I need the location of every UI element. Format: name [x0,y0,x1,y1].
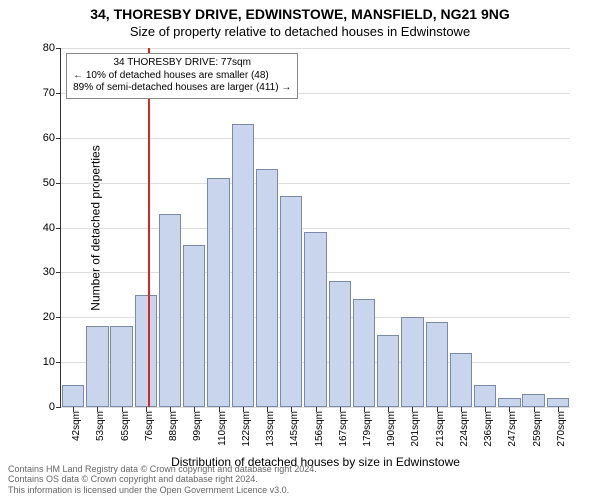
x-tick-label: 259sqm [532,411,543,447]
histogram-bar [280,196,302,407]
grid-line [61,138,570,139]
x-tick-label: 65sqm [120,411,131,441]
histogram-bar [62,385,84,407]
histogram-bar [474,385,496,407]
annotation-box: 34 THORESBY DRIVE: 77sqm← 10% of detache… [66,53,298,99]
y-tick-mark [56,48,61,49]
y-tick-mark [56,138,61,139]
histogram-bar [232,124,254,407]
x-tick-mark [97,407,98,412]
x-tick-mark [388,407,389,412]
x-tick-label: 236sqm [483,411,494,447]
x-tick-mark [364,407,365,412]
x-tick-mark [485,407,486,412]
x-tick-label: 133sqm [265,411,276,447]
footer-line: This information is licensed under the O… [8,485,317,496]
y-tick-label: 10 [43,356,55,368]
y-tick-label: 50 [43,177,55,189]
annotation-line: 89% of semi-detached houses are larger (… [73,82,291,95]
x-tick-label: 88sqm [168,411,179,441]
y-tick-label: 40 [43,222,55,234]
histogram-bar [183,245,205,407]
annotation-line: 34 THORESBY DRIVE: 77sqm [73,57,291,70]
x-tick-label: 42sqm [71,411,82,441]
footer-line: Contains OS data © Crown copyright and d… [8,474,317,485]
histogram-bar [353,299,375,407]
x-tick-label: 156sqm [314,411,325,447]
x-tick-mark [219,407,220,412]
y-tick-mark [56,93,61,94]
x-tick-mark [412,407,413,412]
x-tick-label: 247sqm [507,411,518,447]
x-tick-mark [122,407,123,412]
x-tick-label: 110sqm [217,411,228,446]
x-tick-mark [340,407,341,412]
histogram-bar [256,169,278,407]
footer-line: Contains HM Land Registry data © Crown c… [8,464,317,475]
y-tick-mark [56,272,61,273]
x-tick-label: 145sqm [289,411,300,447]
histogram-bar [450,353,472,407]
x-tick-mark [291,407,292,412]
x-tick-label: 190sqm [386,411,397,447]
histogram-bar [401,317,423,407]
x-tick-mark [267,407,268,412]
x-tick-label: 224sqm [459,411,470,447]
x-tick-mark [437,407,438,412]
x-tick-mark [558,407,559,412]
histogram-bar [426,322,448,407]
y-tick-label: 70 [43,87,55,99]
histogram-bar [207,178,229,407]
chart-container: 34, THORESBY DRIVE, EDWINSTOWE, MANSFIEL… [0,0,600,500]
histogram-bar [377,335,399,407]
x-tick-label: 201sqm [410,411,421,447]
x-tick-label: 99sqm [192,411,203,441]
x-tick-label: 53sqm [95,411,106,441]
histogram-bar [547,398,569,407]
histogram-bar [329,281,351,407]
y-tick-label: 80 [43,42,55,54]
annotation-line: ← 10% of detached houses are smaller (48… [73,70,291,83]
y-tick-mark [56,407,61,408]
x-tick-label: 122sqm [241,411,252,447]
histogram-bar [135,295,157,407]
y-tick-mark [56,362,61,363]
histogram-bar [159,214,181,407]
chart-title: 34, THORESBY DRIVE, EDWINSTOWE, MANSFIEL… [0,0,600,22]
x-tick-mark [534,407,535,412]
y-tick-mark [56,317,61,318]
x-tick-mark [461,407,462,412]
x-tick-label: 76sqm [144,411,155,441]
chart-subtitle: Size of property relative to detached ho… [0,24,600,39]
grid-line [61,48,570,49]
histogram-bar [86,326,108,407]
chart-area: Number of detached properties Distributi… [60,48,570,408]
grid-line [61,228,570,229]
x-tick-mark [73,407,74,412]
histogram-bar [498,398,520,407]
y-tick-mark [56,183,61,184]
x-tick-label: 213sqm [435,411,446,447]
y-tick-mark [56,228,61,229]
x-tick-label: 179sqm [362,411,373,447]
x-tick-mark [194,407,195,412]
x-tick-mark [509,407,510,412]
y-tick-label: 0 [49,401,55,413]
x-tick-mark [146,407,147,412]
x-tick-label: 270sqm [556,411,567,447]
plot-area: Number of detached properties Distributi… [60,48,570,408]
y-tick-label: 30 [43,266,55,278]
x-tick-mark [170,407,171,412]
histogram-bar [304,232,326,407]
y-tick-label: 20 [43,311,55,323]
histogram-bar [110,326,132,407]
reference-line [148,48,150,407]
y-tick-label: 60 [43,132,55,144]
histogram-bar [522,394,544,407]
x-tick-mark [243,407,244,412]
x-tick-mark [316,407,317,412]
grid-line [61,183,570,184]
footer-attribution: Contains HM Land Registry data © Crown c… [8,464,317,496]
x-tick-label: 167sqm [338,411,349,447]
